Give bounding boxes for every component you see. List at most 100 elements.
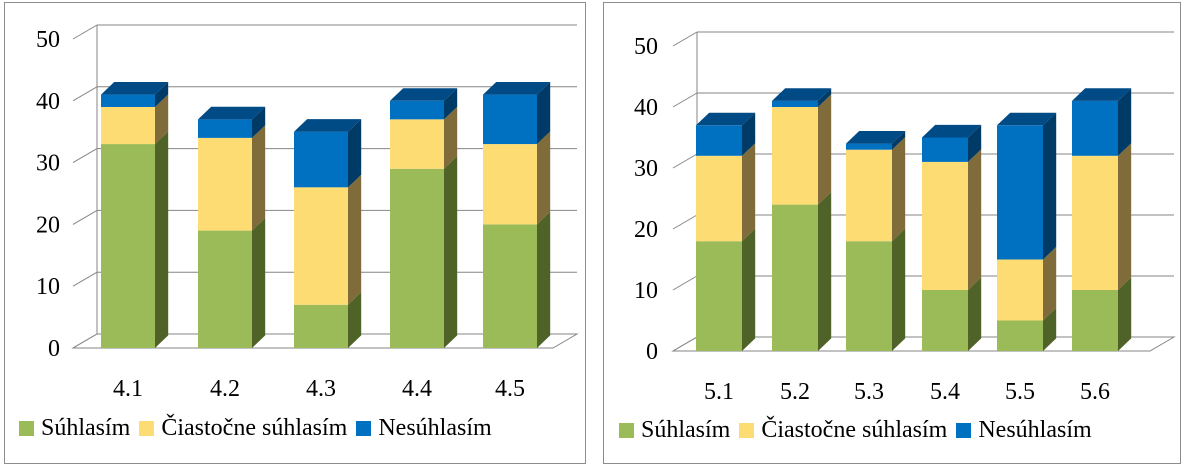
bar-side bbox=[348, 292, 362, 348]
grid-diagonal bbox=[72, 86, 98, 102]
bar-top bbox=[483, 82, 551, 95]
bar-segment bbox=[846, 143, 892, 150]
chart-panel-right: 0 10 20 30 40 50 5.1 5.2 5.3 5.4 5.5 5.6 Súhlasím Č… bbox=[603, 2, 1181, 464]
bar-segment bbox=[922, 161, 968, 290]
legend-label: Čiastočne súhlasím bbox=[761, 417, 948, 443]
bar-side bbox=[252, 125, 266, 231]
bar-top bbox=[1072, 88, 1132, 101]
bar-segment bbox=[696, 241, 742, 351]
bar-side bbox=[1043, 307, 1057, 351]
bar-segment bbox=[198, 137, 252, 231]
bar-side bbox=[742, 143, 756, 242]
legend-swatch-blue bbox=[356, 421, 372, 436]
x-tick-label: 5.2 bbox=[780, 379, 810, 405]
bar-side bbox=[1043, 246, 1057, 321]
x-tick-label: 5.3 bbox=[854, 379, 884, 405]
legend-label: Nesúhlasím bbox=[978, 417, 1092, 443]
legend-item-nesuhlasim: Nesúhlasím bbox=[356, 415, 492, 442]
legend-swatch-yellow bbox=[739, 423, 755, 438]
bar-segment bbox=[483, 144, 537, 225]
chart-left-legend: Súhlasím Čiastočne súhlasím Nesúhlasím bbox=[19, 415, 501, 442]
x-tick-label: 5.5 bbox=[1005, 379, 1035, 405]
bar-segment bbox=[997, 259, 1043, 321]
bar-side bbox=[892, 228, 906, 351]
bar-top bbox=[294, 119, 362, 132]
bar-segment bbox=[101, 144, 155, 348]
bar-segment bbox=[294, 187, 348, 305]
legend-item-nesuhlasim: Nesúhlasím bbox=[956, 417, 1092, 444]
legend-item-suhlasim: Súhlasím bbox=[619, 417, 730, 444]
x-tick-label: 5.4 bbox=[930, 379, 960, 405]
grid-diagonal bbox=[72, 271, 98, 287]
legend-label: Nesúhlasím bbox=[378, 415, 492, 441]
legend-swatch-green bbox=[19, 421, 34, 436]
legend-label: Súhlasím bbox=[641, 417, 731, 443]
bar-segment bbox=[101, 106, 155, 145]
bar-segment bbox=[846, 149, 892, 242]
x-tick-label: 4.1 bbox=[113, 376, 143, 402]
bar-side bbox=[1118, 143, 1132, 290]
bar-segment bbox=[483, 94, 537, 145]
bar-side bbox=[537, 82, 551, 145]
legend-item-ciastocne: Čiastočne súhlasím bbox=[739, 417, 947, 444]
bar-side bbox=[818, 88, 832, 107]
bar-segment bbox=[483, 224, 537, 348]
bar-side bbox=[818, 94, 832, 205]
bar-side bbox=[252, 217, 266, 348]
y-tick-label: 40 bbox=[36, 89, 60, 115]
y-tick-label: 10 bbox=[36, 274, 60, 300]
bar-side bbox=[742, 228, 756, 351]
bar-segment bbox=[997, 320, 1043, 351]
bar-top bbox=[390, 88, 458, 101]
bar-side bbox=[444, 156, 458, 348]
grid-diagonal bbox=[672, 214, 698, 230]
legend-swatch-blue bbox=[956, 423, 972, 438]
bar-side bbox=[968, 277, 982, 351]
y-tick-label: 50 bbox=[36, 27, 60, 53]
bar-top bbox=[696, 112, 756, 126]
bar-segment bbox=[696, 125, 742, 156]
bar-side bbox=[892, 137, 906, 242]
bar-top bbox=[922, 124, 982, 138]
grid-diagonal bbox=[672, 275, 698, 291]
bar-segment bbox=[294, 131, 348, 188]
x-tick-label: 5.1 bbox=[704, 379, 734, 405]
legend-item-ciastocne: Čiastočne súhlasím bbox=[139, 415, 347, 442]
bar-segment bbox=[1072, 290, 1118, 351]
bar-segment bbox=[772, 204, 818, 351]
y-tick-label: 30 bbox=[36, 151, 60, 177]
grid-diagonal bbox=[672, 31, 698, 47]
grid-diagonal bbox=[672, 92, 698, 108]
bar-side bbox=[537, 131, 551, 225]
bar-segment bbox=[696, 155, 742, 242]
legend-swatch-green bbox=[619, 423, 634, 438]
bar-segment bbox=[997, 125, 1043, 260]
bar-side bbox=[1043, 112, 1057, 260]
y-tick-label: 50 bbox=[634, 34, 658, 60]
x-tick-label: 4.2 bbox=[210, 376, 240, 402]
floor bbox=[671, 336, 1176, 352]
y-tick-label: 20 bbox=[634, 217, 658, 243]
bar-top bbox=[198, 106, 266, 120]
bar-segment bbox=[1072, 155, 1118, 290]
bar-side bbox=[742, 112, 756, 156]
legend-label: Čiastočne súhlasím bbox=[161, 415, 348, 441]
bar-side bbox=[155, 131, 169, 348]
bar-top bbox=[772, 88, 832, 101]
bar-segment bbox=[198, 119, 252, 138]
grid-diagonal bbox=[72, 148, 98, 164]
y-tick-label: 30 bbox=[634, 156, 658, 182]
chart-panel-left: 0 10 20 30 40 50 4.1 4.2 4.3 4.4 4.5 Súhlasím Čias… bbox=[4, 2, 586, 464]
y-tick-label: 20 bbox=[36, 212, 60, 238]
bar-top bbox=[997, 112, 1057, 126]
bar-segment bbox=[772, 100, 818, 107]
bar-segment bbox=[390, 119, 444, 169]
x-tick-label: 4.5 bbox=[495, 376, 525, 402]
bar-side bbox=[892, 131, 906, 150]
bar-segment bbox=[772, 107, 818, 205]
bar-side bbox=[818, 192, 832, 351]
legend-item-suhlasim: Súhlasím bbox=[19, 415, 130, 442]
grid-diagonal bbox=[72, 24, 98, 40]
y-tick-label: 0 bbox=[48, 336, 60, 362]
bar-top bbox=[846, 131, 906, 144]
